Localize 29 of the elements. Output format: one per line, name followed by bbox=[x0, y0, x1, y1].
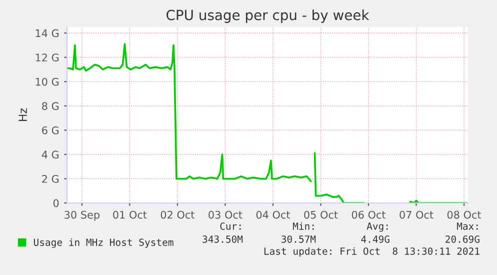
y-tick-label: 4 G bbox=[42, 150, 59, 159]
y-tick-label: 10 G bbox=[36, 78, 59, 86]
y-axis-title: Hz bbox=[18, 108, 27, 122]
x-tick-label: 02 Oct bbox=[160, 210, 194, 219]
y-tick-label: 2 G bbox=[42, 174, 59, 183]
text: Cur: bbox=[220, 222, 241, 230]
x-tick-label: 01 Oct bbox=[113, 210, 147, 219]
y-tick-label: 6 G bbox=[42, 126, 59, 134]
x-tick-label: 04 Oct bbox=[256, 210, 290, 219]
x-tick-label: 05 Oct bbox=[304, 210, 338, 219]
x-tick-label: 08 Oct bbox=[447, 210, 482, 219]
text: Last update: Fri Oct 8 13:30:11 2021 bbox=[264, 247, 480, 257]
y-tick-label: 0 bbox=[53, 199, 59, 208]
text: Min: bbox=[292, 222, 314, 230]
y-tick-label: 14 G bbox=[36, 29, 59, 38]
y-tick-label: 8 G bbox=[42, 102, 59, 110]
text: 4.49G bbox=[361, 235, 390, 243]
x-tick-label: 30 Sep bbox=[64, 210, 100, 221]
text: 30.57M bbox=[282, 235, 316, 243]
chart-title: CPU usage per cpu - by week bbox=[166, 10, 370, 23]
x-tick-label: 03 Oct bbox=[208, 210, 242, 219]
y-tick-label: 12 G bbox=[36, 54, 59, 62]
legend-label: Usage in MHz Host System bbox=[34, 238, 174, 248]
text: Max: bbox=[456, 222, 478, 230]
x-tick-label: 06 Oct bbox=[352, 210, 386, 219]
text: 20.69G bbox=[446, 235, 480, 243]
x-tick-label: 07 Oct bbox=[400, 210, 434, 219]
text: Avg: bbox=[366, 222, 388, 232]
text: 343.50M bbox=[202, 235, 243, 243]
